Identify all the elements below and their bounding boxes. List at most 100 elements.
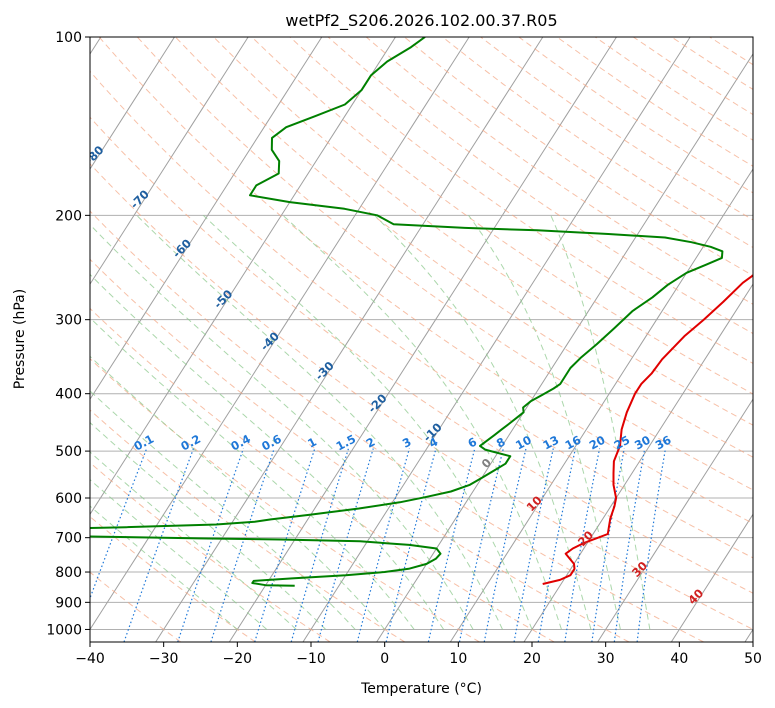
moist-adiabat	[468, 215, 621, 630]
isotherm-line	[744, 628, 753, 642]
dry-adiabat	[289, 37, 753, 364]
dry-adiabat	[90, 461, 331, 642]
moist-adiabat	[90, 390, 356, 630]
y-axis-label: Pressure (hPa)	[12, 289, 28, 389]
moist-adiabat	[90, 451, 297, 630]
moist-adiabat	[90, 273, 445, 630]
mixing-ratio-line	[537, 448, 576, 642]
mixing-ratio-label: 0.1	[132, 432, 157, 454]
dry-adiabat	[213, 37, 753, 426]
dry-adiabat	[90, 307, 555, 642]
dry-adiabat	[90, 258, 630, 642]
isotherm-label: -50	[211, 287, 236, 312]
mixing-ratio-line	[356, 448, 410, 642]
x-tick-label: 50	[744, 651, 762, 667]
isotherm-label: -100	[0, 55, 16, 85]
moist-adiabat	[202, 214, 533, 630]
mixing-ratio-line	[210, 448, 275, 642]
isotherm-line	[670, 513, 753, 642]
chart-title: wetPf2_S206.2026.102.00.37.R05	[285, 11, 557, 31]
x-tick-label: 0	[380, 651, 389, 667]
moist-adiabat	[90, 421, 327, 630]
moist-adiabat	[90, 223, 474, 630]
mixing-ratio-line	[90, 448, 148, 600]
mixing-ratio-label: 30	[632, 433, 653, 453]
x-axis-label: Temperature (°C)	[360, 681, 482, 697]
isotherm-line	[90, 37, 323, 401]
y-tick-label: 300	[55, 313, 82, 329]
dry-adiabat	[442, 37, 753, 249]
dry-adiabat	[480, 37, 753, 221]
x-tick-label: −30	[149, 651, 179, 667]
y-tick-label: 100	[55, 30, 82, 46]
isotherm-label: -70	[127, 187, 152, 212]
y-tick-label: 1000	[46, 622, 82, 638]
mixing-ratio-label: 10	[513, 433, 534, 453]
dry-adiabat	[556, 37, 753, 167]
isotherm-label: -80	[82, 143, 107, 168]
x-tick-label: −40	[75, 651, 105, 667]
mixing-ratio-line	[123, 448, 195, 642]
mixing-ratio-label: 1	[305, 435, 319, 451]
dry-adiabat	[90, 70, 753, 559]
mixing-ratio-label: 0.4	[228, 432, 253, 454]
mixing-ratio-line	[458, 448, 504, 642]
isotherm-line	[155, 37, 544, 642]
dry-adiabat	[709, 37, 753, 66]
mixing-ratio-label: 25	[612, 433, 633, 453]
moist-adiabat	[90, 505, 238, 630]
mixing-ratio-label: 3	[400, 435, 414, 451]
x-tick-label: 40	[670, 651, 688, 667]
dry-adiabat	[98, 37, 753, 525]
isotherm-label: 10	[524, 493, 545, 514]
mixing-ratio-line	[385, 448, 437, 642]
x-tick-label: 10	[449, 651, 467, 667]
isotherm-label: -20	[365, 391, 390, 416]
mixing-ratio-label: 20	[587, 433, 608, 453]
mixing-ratio-line	[564, 448, 601, 642]
isotherm-line	[90, 37, 396, 516]
mixing-ratio-line	[177, 448, 244, 642]
dry-adiabat	[633, 37, 753, 116]
mixing-ratio-line	[483, 448, 527, 642]
moist-adiabat	[374, 214, 592, 630]
dry-adiabat	[594, 37, 753, 141]
mixing-ratio-label: 1.5	[334, 432, 359, 454]
y-tick-label: 500	[55, 444, 82, 460]
dry-adiabat	[90, 163, 753, 631]
y-tick-label: 800	[55, 565, 82, 581]
x-tick-label: −20	[223, 651, 253, 667]
mixing-ratio-label: 13	[540, 433, 561, 453]
mixing-ratio-label: 36	[653, 433, 674, 453]
dry-adiabat	[90, 516, 256, 642]
y-tick-label: 200	[55, 208, 82, 224]
isotherm-line	[449, 168, 753, 642]
y-tick-label: 700	[55, 531, 82, 547]
dry-adiabat	[365, 37, 753, 305]
isotherm-line	[523, 283, 753, 642]
moist-adiabat	[282, 214, 562, 630]
mixing-ratio-label: 16	[563, 433, 584, 453]
mixing-ratio-label: 0.6	[259, 432, 284, 454]
mixing-ratio-label: 6	[465, 435, 479, 451]
moist-adiabat	[136, 214, 503, 630]
dry-adiabat	[90, 571, 182, 642]
isotherm-label: -30	[312, 359, 337, 384]
dewpoint-profile-line	[90, 37, 724, 587]
isotherm-line	[90, 37, 175, 170]
dry-adiabat	[251, 37, 753, 395]
mixing-ratio-line	[317, 448, 374, 642]
dry-adiabat	[671, 37, 753, 90]
dry-adiabat	[136, 37, 753, 491]
isotherm-label: -10	[420, 420, 445, 445]
y-tick-label: 600	[55, 491, 82, 507]
mixing-ratio-line	[290, 448, 350, 642]
isotherm-label: -90	[36, 99, 61, 124]
isotherm-label: 0	[479, 455, 495, 471]
x-tick-label: 30	[597, 651, 615, 667]
dry-adiabat	[518, 37, 753, 194]
x-tick-label: −10	[296, 651, 326, 667]
mixing-ratio-line	[427, 448, 476, 642]
y-tick-label: 900	[55, 595, 82, 611]
